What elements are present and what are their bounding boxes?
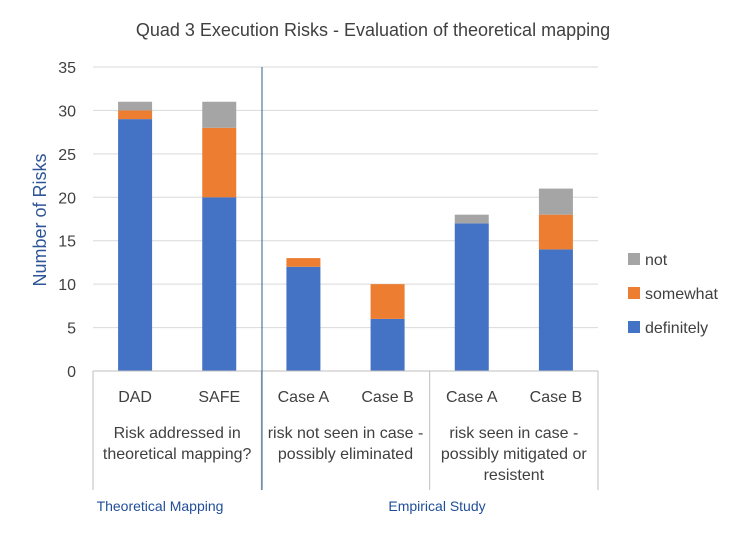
category-label: DAD [118,389,152,406]
gridlines [93,66,598,329]
legend-label-definitely: definitely [645,320,708,337]
section-labels: Theoretical Mapping Empirical Study [97,498,486,514]
bar-segment-definitely [370,318,405,371]
group-labels: Risk addressed in theoretical mapping? ris… [103,425,588,484]
group-label: resistent [484,467,545,484]
group-label: risk seen in case - [449,425,578,442]
bar-segment-somewhat [202,127,237,198]
y-tick-label: 20 [58,190,76,207]
legend-swatch-not [628,253,640,265]
y-tick-label: 0 [67,364,76,381]
bar-segment-definitely [118,119,153,371]
group-label: possibly mitigated or [441,446,588,463]
y-tick-label: 15 [58,234,76,251]
group-label: Risk addressed in [114,425,241,442]
bar-segment-not [454,214,489,224]
section-label: Theoretical Mapping [97,498,224,514]
category-label: Case B [361,389,413,406]
group-label: risk not seen in case - [268,425,424,442]
bar-segment-not [118,101,153,111]
y-tick-label: 5 [67,321,76,338]
legend-label-not: not [645,252,668,269]
bar-segment-somewhat [538,214,573,250]
y-tick-label: 30 [58,103,76,120]
bar-segment-somewhat [286,258,321,267]
bar-segment-somewhat [118,110,153,120]
bar-segment-definitely [202,197,237,371]
chart-title: Quad 3 Execution Risks - Evaluation of t… [136,20,610,40]
group-label: possibly eliminated [278,446,413,463]
category-label: Case A [446,389,498,406]
category-labels: DAD SAFE Case A Case B Case A Case B [118,389,582,406]
legend-swatch-somewhat [628,287,640,299]
bars [118,101,573,371]
legend: not somewhat definitely [628,252,718,337]
bar-segment-definitely [538,249,573,371]
group-label: theoretical mapping? [103,446,252,463]
bar-segment-somewhat [370,284,405,319]
category-label: SAFE [198,389,240,406]
section-label: Empirical Study [388,498,485,514]
legend-swatch-definitely [628,321,640,333]
y-tick-label: 25 [58,147,76,164]
y-axis-label: Number of Risks [30,153,50,286]
y-tick-label: 10 [58,277,76,294]
bar-segment-not [538,188,573,215]
category-label: Case A [278,389,330,406]
category-axis [92,67,599,490]
bar-segment-definitely [454,223,489,371]
category-label: Case B [530,389,582,406]
bar-segment-not [202,101,237,128]
legend-label-somewhat: somewhat [645,286,718,303]
bar-segment-definitely [286,266,321,371]
y-tick-label: 35 [58,60,76,77]
y-axis-ticks: 0 5 10 15 20 25 30 35 [58,60,76,381]
